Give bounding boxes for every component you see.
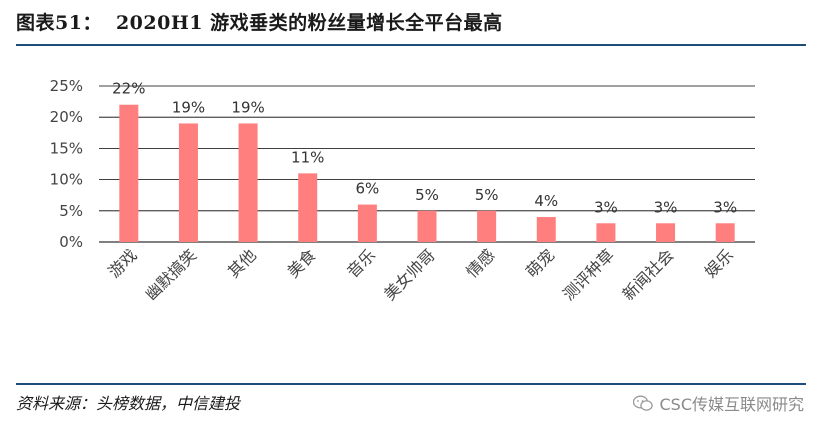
bar xyxy=(477,210,497,242)
top-rule xyxy=(16,44,806,46)
data-label: 5% xyxy=(415,186,439,204)
x-axis-categories: 游戏 幽默搞笑 其他 美食 音乐 美女帅哥 情感 萌宠 测评种草 新闻社会 娱乐 xyxy=(105,245,737,304)
source-note: 资料来源：头榜数据，中信建投 xyxy=(16,394,241,413)
category-label: 游戏 xyxy=(105,245,141,281)
y-tick-label: 0% xyxy=(59,233,83,251)
category-label: 娱乐 xyxy=(701,245,737,281)
data-label: 19% xyxy=(172,98,205,116)
y-axis-ticks: 0% 5% 10% 15% 20% 25% xyxy=(50,77,83,251)
wechat-icon xyxy=(633,395,654,411)
category-label: 测评种草 xyxy=(559,245,618,304)
bar xyxy=(596,223,616,242)
bar xyxy=(298,173,318,242)
category-label: 情感 xyxy=(462,245,498,281)
bar xyxy=(656,223,676,242)
category-label: 美食 xyxy=(283,245,319,281)
bar xyxy=(238,123,258,242)
category-label: 新闻社会 xyxy=(619,245,678,304)
category-label: 幽默搞笑 xyxy=(142,245,201,304)
figure-title: 2020H1 游戏垂类的粉丝量增长全平台最高 xyxy=(115,12,503,34)
bar xyxy=(715,223,735,242)
bar xyxy=(178,123,198,242)
bars xyxy=(119,104,735,242)
y-tick-label: 15% xyxy=(50,139,83,157)
watermark: CSC传媒互联网研究 xyxy=(633,391,804,415)
figure-number: 图表51： xyxy=(16,12,102,34)
category-label: 萌宠 xyxy=(522,245,558,281)
bar-chart: 0% 5% 10% 15% 20% 25% 22% 19% 19% 11% 6% 5% 5% 4% 3% 3… xyxy=(50,77,755,304)
y-tick-label: 10% xyxy=(50,171,83,189)
bottom-rule xyxy=(16,383,806,385)
data-label: 3% xyxy=(594,198,618,216)
bar xyxy=(119,104,139,242)
data-label: 3% xyxy=(654,198,678,216)
category-label: 美女帅哥 xyxy=(380,245,439,304)
y-tick-label: 5% xyxy=(59,202,83,220)
y-tick-label: 20% xyxy=(50,108,83,126)
data-label: 11% xyxy=(291,148,324,166)
data-label: 22% xyxy=(112,80,145,98)
data-label: 4% xyxy=(534,192,558,210)
watermark-text: CSC传媒互联网研究 xyxy=(659,395,804,414)
category-label: 其他 xyxy=(224,245,260,281)
data-label: 6% xyxy=(355,180,379,198)
bar xyxy=(536,217,556,242)
y-tick-label: 25% xyxy=(50,77,83,95)
data-labels: 22% 19% 19% 11% 6% 5% 5% 4% 3% 3% 3% xyxy=(112,80,737,217)
data-label: 3% xyxy=(713,198,737,216)
chart-title-bar: 图表51： 2020H1 游戏垂类的粉丝量增长全平台最高 xyxy=(16,8,503,35)
data-label: 5% xyxy=(475,186,499,204)
data-label: 19% xyxy=(231,98,264,116)
category-label: 音乐 xyxy=(343,245,379,281)
bar xyxy=(357,204,377,242)
bar xyxy=(417,210,437,242)
